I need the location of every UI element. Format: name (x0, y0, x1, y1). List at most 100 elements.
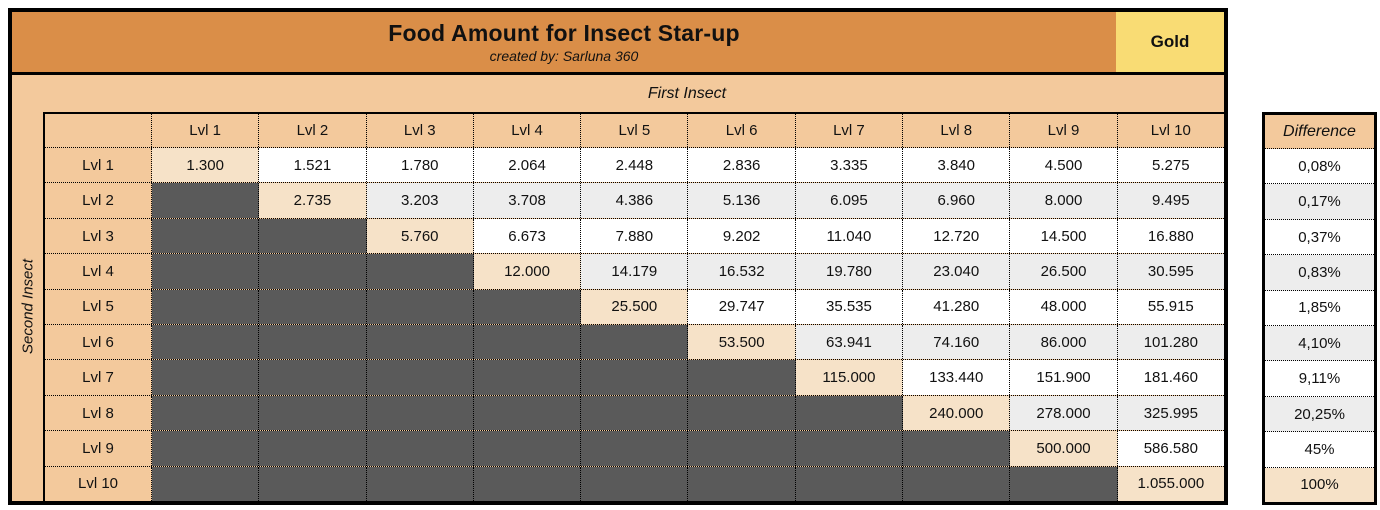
matrix-cell: 2.836 (688, 148, 796, 183)
matrix-cell: 1.780 (366, 148, 474, 183)
matrix-cell: 9.202 (688, 218, 796, 254)
matrix-cell: 4.386 (581, 183, 689, 218)
row-header: Lvl 3 (45, 218, 152, 254)
difference-value: 100% (1265, 467, 1374, 503)
col-header: Lvl 4 (473, 114, 582, 147)
matrix-cell (259, 289, 367, 325)
corner-cell (45, 114, 152, 147)
matrix-row: Lvl 5 25.500 29.747 35.535 41.280 48.000 55.91… (45, 289, 1224, 326)
difference-value: 20,25% (1265, 396, 1374, 433)
matrix-cell: 5.136 (688, 183, 796, 218)
matrix-cell: 3.203 (366, 183, 474, 218)
matrix-cell: 55.915 (1117, 289, 1224, 325)
matrix-cell (473, 395, 582, 431)
matrix-cell: 14.179 (581, 254, 689, 289)
page-title: Food Amount for Insect Star-up (388, 20, 740, 46)
col-header: Lvl 6 (688, 114, 796, 147)
matrix-cell (581, 395, 689, 431)
matrix-cell: 101.280 (1117, 325, 1224, 360)
difference-value: 0,08% (1265, 149, 1374, 185)
matrix-cell (903, 466, 1011, 502)
matrix-cell: 6.960 (903, 183, 1011, 218)
matrix-cell (152, 183, 260, 218)
matrix-cell (259, 395, 367, 431)
matrix-cell: 240.000 (903, 395, 1011, 431)
matrix-cell (259, 325, 367, 360)
col-header: Lvl 2 (259, 114, 367, 147)
matrix-cell: 151.900 (1010, 360, 1118, 395)
matrix-cell (903, 431, 1011, 466)
matrix-cell: 35.535 (795, 289, 904, 325)
matrix-cell (795, 395, 904, 431)
matrix-cell: 41.280 (903, 289, 1011, 325)
matrix-cell (366, 360, 474, 395)
matrix-cell: 12.000 (473, 254, 582, 289)
matrix-cell (473, 466, 582, 502)
matrix-cell (688, 431, 796, 466)
matrix-cell: 115.000 (795, 360, 904, 395)
row-header: Lvl 5 (45, 289, 152, 325)
matrix-row: Lvl 9 500.000 586.580 (45, 431, 1224, 467)
matrix-cell: 25.500 (581, 289, 689, 325)
matrix-cell: 16.880 (1117, 218, 1224, 254)
matrix-cell: 63.941 (795, 325, 904, 360)
matrix-cell (259, 218, 367, 254)
matrix-cell: 74.160 (903, 325, 1011, 360)
matrix-cell: 2.064 (473, 148, 582, 183)
row-header: Lvl 9 (45, 431, 152, 466)
col-header: Lvl 1 (152, 114, 260, 147)
matrix-cell (152, 395, 260, 431)
matrix-cell (259, 466, 367, 502)
title-bar: Food Amount for Insect Star-up created b… (12, 12, 1224, 75)
food-table-panel: Food Amount for Insect Star-up created b… (8, 8, 1228, 505)
matrix-row: Lvl 2 2.735 3.203 3.708 4.386 5.136 6.095 6.960… (45, 183, 1224, 219)
matrix-cell: 6.673 (473, 218, 582, 254)
row-header: Lvl 6 (45, 325, 152, 360)
matrix-cell: 14.500 (1010, 218, 1118, 254)
matrix-cell: 7.880 (581, 218, 689, 254)
difference-header: Difference (1265, 115, 1374, 149)
matrix-cell (152, 431, 260, 466)
matrix-cell: 19.780 (795, 254, 904, 289)
difference-value: 4,10% (1265, 326, 1374, 362)
matrix-cell: 1.300 (152, 148, 260, 183)
matrix-row: Lvl 10 1.055.000 (45, 466, 1224, 502)
matrix-cell (366, 466, 474, 502)
matrix-cell: 2.448 (581, 148, 689, 183)
difference-value: 45% (1265, 432, 1374, 468)
page-subtitle: created by: Sarluna 360 (489, 48, 639, 64)
row-header: Lvl 4 (45, 254, 152, 289)
column-header-row: Lvl 1 Lvl 2 Lvl 3 Lvl 4 Lvl 5 Lvl 6 Lvl 7 Lvl 8… (45, 114, 1224, 148)
matrix-cell: 8.000 (1010, 183, 1118, 218)
matrix-cell: 53.500 (688, 325, 796, 360)
matrix-cell (688, 466, 796, 502)
matrix-cell (152, 360, 260, 395)
matrix-row: Lvl 1 1.300 1.521 1.780 2.064 2.448 2.836 3.335… (45, 148, 1224, 184)
title-area: Food Amount for Insect Star-up created b… (12, 12, 1116, 72)
matrix-cell: 9.495 (1117, 183, 1224, 218)
row-header: Lvl 2 (45, 183, 152, 218)
matrix-cell: 3.840 (903, 148, 1011, 183)
matrix-cell (795, 431, 904, 466)
matrix-cell (152, 325, 260, 360)
matrix-cell: 3.708 (473, 183, 582, 218)
matrix-cell: 2.735 (259, 183, 367, 218)
matrix-cell (366, 254, 474, 289)
matrix-cell: 26.500 (1010, 254, 1118, 289)
row-header: Lvl 8 (45, 395, 152, 431)
matrix-cell (152, 254, 260, 289)
matrix-cell: 1.521 (259, 148, 367, 183)
matrix-cell (473, 360, 582, 395)
matrix-row: Lvl 6 53.500 63.941 74.160 86.000 101.280 (45, 325, 1224, 361)
matrix-row: Lvl 7 115.000 133.440 151.900 181.460 (45, 360, 1224, 396)
matrix-cell (366, 431, 474, 466)
col-header: Lvl 8 (903, 114, 1011, 147)
matrix-cell (366, 395, 474, 431)
difference-panel: Difference 0,08% 0,17% 0,37% 0,83% 1,85% 4,10… (1262, 112, 1377, 505)
matrix-cell: 325.995 (1117, 395, 1224, 431)
difference-value: 9,11% (1265, 361, 1374, 397)
table-content: First Insect Second Insect Lvl 1 Lvl 2 Lvl… (12, 78, 1224, 502)
matrix-cell (581, 360, 689, 395)
matrix-cell (473, 289, 582, 325)
matrix-cell (259, 254, 367, 289)
